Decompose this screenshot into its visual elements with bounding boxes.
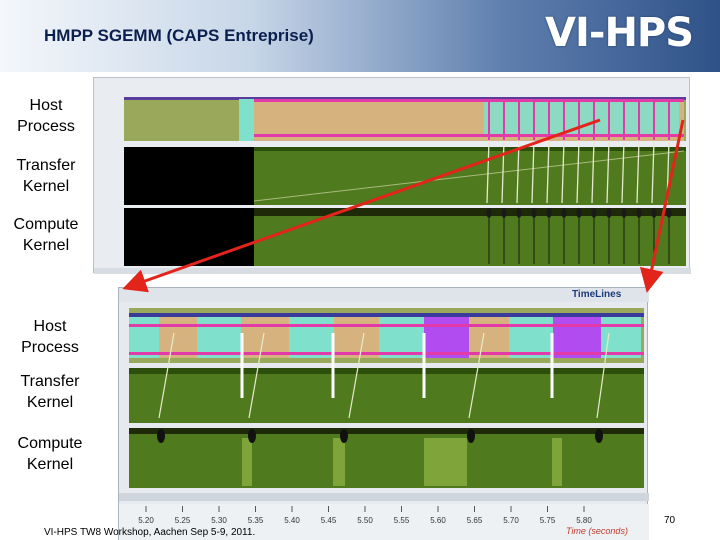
top-row-label-transfer: Transfer Kernel — [16, 157, 76, 195]
axis-tick-label: 5.40 — [284, 516, 300, 525]
zoom-compute-markers — [157, 429, 603, 443]
axis-tick-label: 5.55 — [394, 516, 410, 525]
zoom-transfer-thick — [240, 333, 554, 398]
transfer-idle-region — [124, 147, 254, 205]
timelines-titlebar — [119, 288, 649, 302]
top-row-label-compute: Compute Kernel — [13, 216, 79, 254]
zoom-compute-blocks — [242, 438, 562, 486]
transfer-row-top-band — [254, 147, 686, 151]
time-axis-label: Time (seconds) — [566, 526, 628, 536]
overview-scrollbar — [94, 268, 691, 274]
zoom-axis-bg — [119, 504, 649, 540]
zoomed-timeline-canvas: 5.20 5.25 5.30 5.35 5.40 5.45 5.50 5.55 5.60 5.65… — [119, 288, 649, 540]
zoomed-timeline-panel[interactable]: 5.20 5.25 5.30 5.35 5.40 5.45 5.50 5.55 5.60 5.65… — [118, 287, 649, 540]
transfer-lines — [486, 139, 670, 204]
host-magenta-bottom — [254, 134, 684, 137]
axis-tick-label: 5.75 — [540, 516, 556, 525]
zoom-row-label-host: Host Process — [21, 318, 79, 356]
zoom-row-label-compute: Compute Kernel — [17, 435, 83, 473]
transfer-diagonal — [253, 150, 685, 202]
axis-tick-label: 5.25 — [175, 516, 191, 525]
compute-row-top-band — [254, 208, 686, 216]
axis-tick-label: 5.30 — [211, 516, 227, 525]
zoom-host-top-stripe — [129, 313, 644, 317]
axis-tick-label: 5.60 — [430, 516, 446, 525]
compute-idle-region — [124, 208, 254, 266]
left-zoom-arrow — [122, 118, 601, 293]
right-zoom-arrow — [639, 119, 685, 293]
host-cyan-block — [239, 99, 254, 141]
axis-tick-label: 5.50 — [357, 516, 373, 525]
zoom-host-segments — [129, 313, 641, 358]
axis-tick-label: 5.20 — [138, 516, 154, 525]
slide-title: HMPP SGEMM (CAPS Entreprise) — [44, 26, 314, 45]
slide-footer: VI-HPS TW8 Workshop, Aachen Sep 5-9, 201… — [44, 527, 256, 538]
vihps-logo: VI-HPS — [545, 10, 694, 56]
axis-tick-label: 5.70 — [503, 516, 519, 525]
zoom-scrollbar — [119, 493, 649, 501]
top-row-label-host: Host Process — [17, 97, 75, 135]
host-dense-cycles — [484, 102, 679, 134]
timelines-window-title: TimeLines — [572, 289, 622, 300]
axis-tick-label: 5.80 — [576, 516, 592, 525]
compute-lines — [488, 218, 670, 264]
host-magenta-top — [254, 99, 684, 102]
zoom-row-label-transfer: Transfer Kernel — [20, 373, 80, 411]
host-cycle-markers — [488, 99, 670, 141]
time-axis-ticks: 5.20 5.25 5.30 5.35 5.40 5.45 5.50 5.55 5.60 5.65… — [138, 506, 592, 525]
zoom-host-magenta-2 — [129, 352, 644, 355]
axis-tick-label: 5.35 — [248, 516, 264, 525]
page-number: 70 — [664, 515, 676, 526]
host-row-top-stripe — [124, 97, 686, 100]
axis-tick-label: 5.45 — [321, 516, 337, 525]
compute-markers — [486, 208, 672, 218]
zoom-compute-top-band — [129, 428, 644, 434]
zoom-host-magenta-1 — [129, 324, 644, 327]
slide-header: HMPP SGEMM (CAPS Entreprise) VI-HPS — [0, 0, 720, 72]
zoom-transfer-bg — [129, 368, 644, 423]
zoom-transfer-lines — [158, 332, 610, 419]
axis-tick-label: 5.65 — [467, 516, 483, 525]
zoom-transfer-top-band — [129, 368, 644, 374]
